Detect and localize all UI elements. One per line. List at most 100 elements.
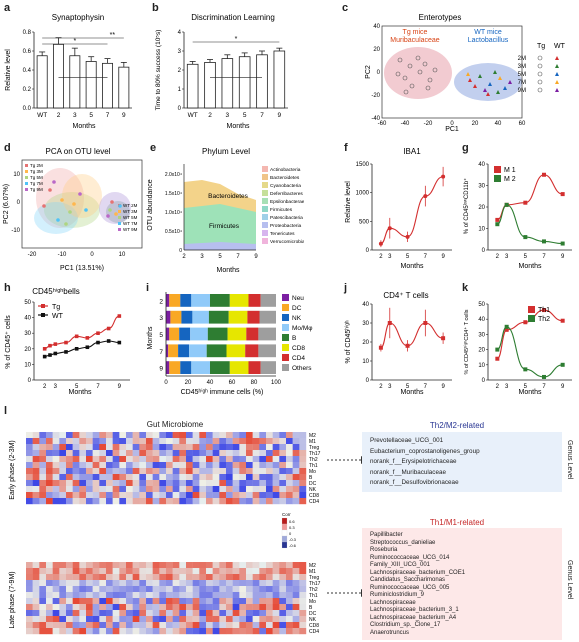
legend-label: Neu (292, 295, 304, 302)
chart-d-xtick-label: -10 (58, 252, 67, 258)
heatmap-cell (132, 562, 140, 569)
heatmap-cell (279, 604, 287, 611)
heatmap-cell (246, 610, 253, 617)
heatmap-cell (79, 438, 87, 445)
stack-segment (207, 327, 228, 341)
heatmap-cell (272, 432, 280, 439)
legend-label: CD4 (292, 355, 305, 362)
heatmap-cell (192, 438, 200, 445)
legend-label: WT (52, 313, 64, 320)
heatmap-cell (252, 622, 260, 629)
wt-point (498, 76, 502, 80)
heatmap-cell (212, 598, 220, 605)
heatmap-cell (212, 568, 220, 575)
heatmap-cell (86, 498, 93, 505)
heatmap-cell (192, 574, 200, 581)
heatmap-cell (219, 592, 227, 599)
heatmap-cell (179, 474, 187, 481)
heatmap-cell (119, 586, 127, 593)
heatmap-cell (179, 592, 187, 599)
heatmap-cell (246, 486, 253, 493)
heatmap-cell (186, 628, 193, 635)
heatmap-cell (179, 568, 187, 575)
heatmap-cell (266, 616, 273, 623)
panel-l-label: l (4, 405, 8, 417)
heatmap-cell (132, 486, 140, 493)
series-point (523, 320, 528, 325)
heatmap-cell (86, 456, 93, 463)
heatmap-cell (139, 468, 147, 475)
heatmap-cell (299, 592, 307, 599)
heatmap-cell (32, 616, 40, 623)
heatmap-cell (32, 592, 40, 599)
chart-c-xtick-label: 20 (472, 121, 479, 127)
stack-segment (258, 327, 276, 341)
chart-c-xtick-label: 0 (450, 121, 454, 127)
heatmap-cell (272, 450, 280, 457)
heatmap-cell (26, 622, 33, 629)
heatmap-cell (226, 492, 233, 499)
chart-i-xtick-label: 0 (164, 380, 168, 386)
heatmap-cell (239, 616, 247, 623)
series-point (560, 241, 565, 246)
heatmap-cell (266, 562, 273, 569)
heatmap-cell (199, 586, 207, 593)
heatmap-cell (146, 468, 153, 475)
legend-swatch (262, 182, 268, 188)
heatmap-cell (66, 474, 73, 481)
chart-h-ylabel: % of CD45⁺ cells (5, 315, 12, 369)
chart-c-frame (381, 25, 523, 119)
heatmap-cell (172, 474, 180, 481)
firmicutes-area (184, 204, 256, 250)
chart-f-xlabel: Months (401, 263, 424, 270)
stack-segment (227, 327, 247, 341)
heatmap-cell (179, 492, 187, 499)
heatmap-cell (172, 568, 180, 575)
heatmap-cell (239, 492, 247, 499)
heatmap-cell (92, 568, 100, 575)
heatmap-cell (172, 604, 180, 611)
heatmap-cell (266, 580, 273, 587)
heatmap-cell (26, 492, 33, 499)
heatmap-cell (86, 610, 93, 617)
heatmap-cell (272, 580, 280, 587)
tg-point (432, 67, 438, 73)
heatmap-cell (206, 438, 213, 445)
heatmap-cell (32, 574, 40, 581)
legend-label: Bacteroidetes (270, 175, 300, 181)
heatmap-cell (206, 456, 213, 463)
heatmap-cell (132, 568, 140, 575)
legend-label: CD8 (292, 345, 305, 352)
pca-point (108, 208, 112, 212)
heatmap-cell (52, 604, 60, 611)
heatmap-cell (279, 568, 287, 575)
heatmap-cell (132, 592, 140, 599)
heatmap-cell (212, 444, 220, 451)
heatmap-cell (179, 604, 187, 611)
heatmap-cell (172, 486, 180, 493)
legend-head-wt: WT (554, 43, 566, 50)
heatmap-row-label: Mo (309, 599, 316, 605)
wt-mice-sub: Lactobacillus (468, 37, 509, 44)
chart-h: CD45ʰⁱᵍʰbells % of CD45⁺ cells Months 0 1… (5, 287, 130, 396)
stack-segment (260, 361, 276, 374)
heatmap-cell (299, 438, 307, 445)
heatmap-cell (226, 610, 233, 617)
genus-item: Ruminococcaceae_UCG_014 (370, 554, 450, 561)
chart-b: Discrimination Learning Time to 80% succ… (155, 13, 288, 130)
heatmap-cell (292, 450, 300, 457)
chart-k-ylabel: % of CD45ʰⁱᵍʰCD4⁺ T cells (462, 309, 470, 374)
legend-swatch (262, 230, 268, 236)
heatmap-cell (299, 574, 307, 581)
heatmap-cell (232, 486, 240, 493)
heatmap-cell (79, 492, 87, 499)
tg-point (427, 77, 433, 83)
chart-c-ylabel: PC2 (365, 65, 372, 79)
heatmap-cell (112, 474, 120, 481)
heatmap-cell (292, 432, 300, 439)
heatmap-cell (239, 562, 247, 569)
heatmap-cell (132, 438, 140, 445)
heatmap-cell (99, 432, 107, 439)
heatmap-cell (166, 438, 173, 445)
chart-j: CD4⁺ T cells % of CD45ʰⁱᵍʰ Months 0 10 20 3… (344, 291, 452, 396)
